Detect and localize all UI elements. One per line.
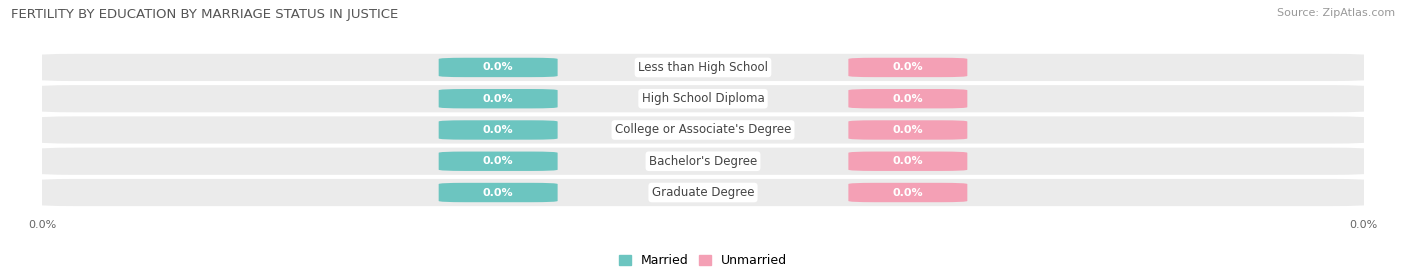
Text: 0.0%: 0.0%: [482, 62, 513, 72]
FancyBboxPatch shape: [439, 58, 558, 77]
FancyBboxPatch shape: [35, 148, 1371, 175]
FancyBboxPatch shape: [848, 58, 967, 77]
Text: Graduate Degree: Graduate Degree: [652, 186, 754, 199]
FancyBboxPatch shape: [35, 54, 1371, 81]
FancyBboxPatch shape: [35, 116, 1371, 144]
Text: Bachelor's Degree: Bachelor's Degree: [650, 155, 756, 168]
Text: 0.0%: 0.0%: [893, 62, 924, 72]
Text: FERTILITY BY EDUCATION BY MARRIAGE STATUS IN JUSTICE: FERTILITY BY EDUCATION BY MARRIAGE STATU…: [11, 8, 398, 21]
FancyBboxPatch shape: [35, 85, 1371, 112]
FancyBboxPatch shape: [439, 183, 558, 202]
FancyBboxPatch shape: [35, 179, 1371, 206]
Text: 0.0%: 0.0%: [482, 156, 513, 166]
Text: 0.0%: 0.0%: [893, 94, 924, 104]
Text: 0.0%: 0.0%: [893, 156, 924, 166]
FancyBboxPatch shape: [439, 151, 558, 171]
FancyBboxPatch shape: [439, 89, 558, 108]
Text: 0.0%: 0.0%: [482, 188, 513, 198]
Text: 0.0%: 0.0%: [482, 125, 513, 135]
Legend: Married, Unmarried: Married, Unmarried: [613, 249, 793, 268]
Text: Less than High School: Less than High School: [638, 61, 768, 74]
FancyBboxPatch shape: [439, 120, 558, 140]
Text: 0.0%: 0.0%: [893, 125, 924, 135]
Text: High School Diploma: High School Diploma: [641, 92, 765, 105]
Text: Source: ZipAtlas.com: Source: ZipAtlas.com: [1277, 8, 1395, 18]
FancyBboxPatch shape: [848, 120, 967, 140]
FancyBboxPatch shape: [848, 89, 967, 108]
FancyBboxPatch shape: [848, 151, 967, 171]
Text: College or Associate's Degree: College or Associate's Degree: [614, 124, 792, 136]
FancyBboxPatch shape: [848, 183, 967, 202]
Text: 0.0%: 0.0%: [893, 188, 924, 198]
Text: 0.0%: 0.0%: [482, 94, 513, 104]
